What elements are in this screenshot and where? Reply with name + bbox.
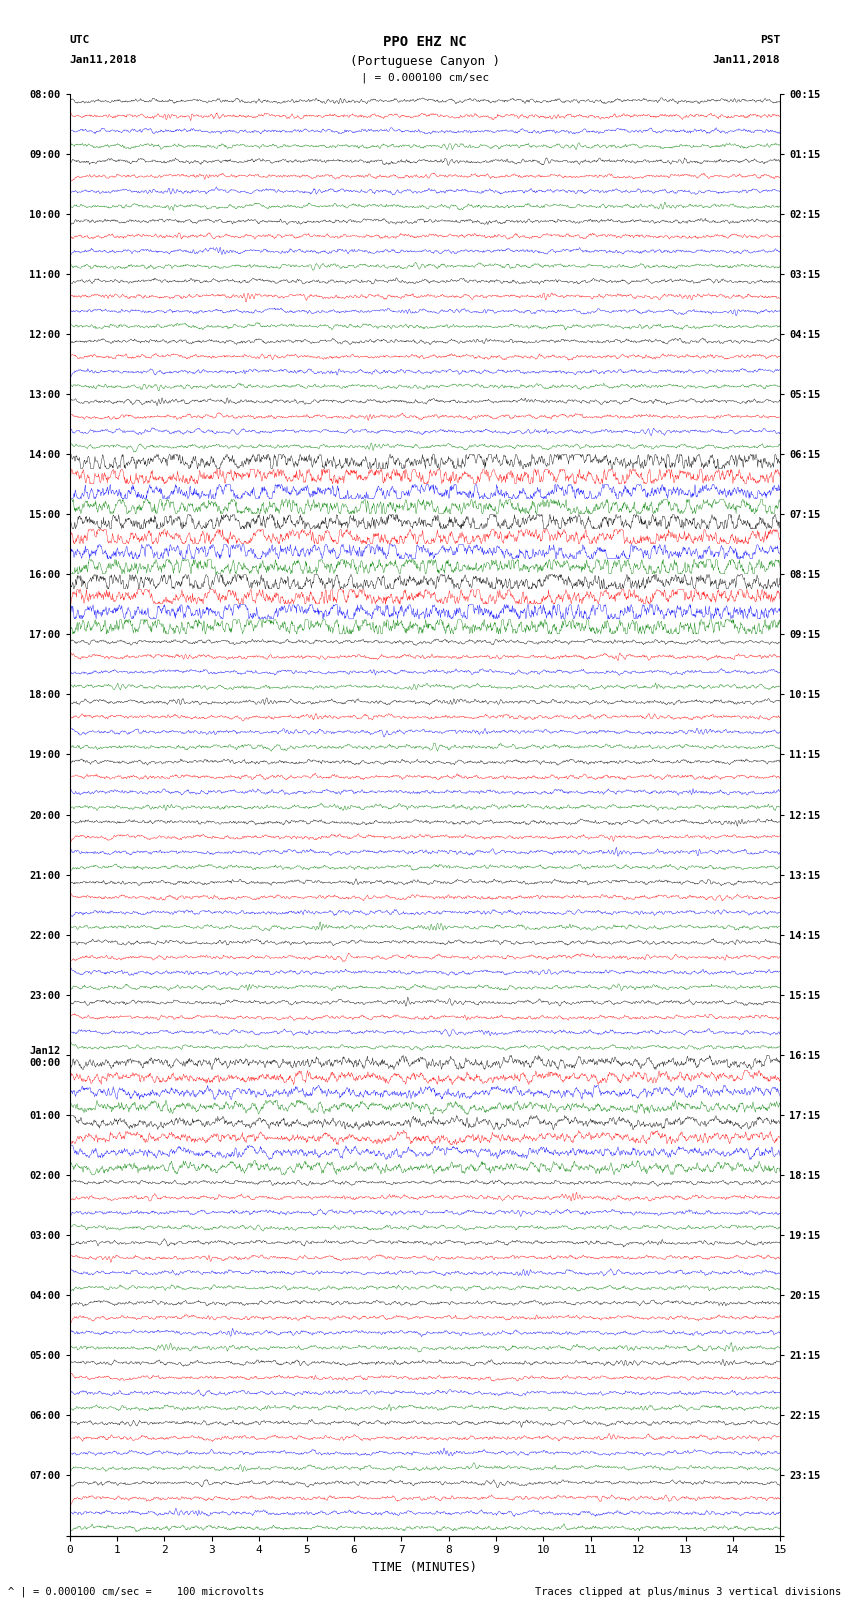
Text: PST: PST [760,35,780,45]
Text: PPO EHZ NC: PPO EHZ NC [383,35,467,50]
X-axis label: TIME (MINUTES): TIME (MINUTES) [372,1561,478,1574]
Text: (Portuguese Canyon ): (Portuguese Canyon ) [350,55,500,68]
Text: | = 0.000100 cm/sec: | = 0.000100 cm/sec [361,73,489,84]
Text: ^ | = 0.000100 cm/sec =    100 microvolts: ^ | = 0.000100 cm/sec = 100 microvolts [8,1586,264,1597]
Text: UTC: UTC [70,35,90,45]
Text: Jan11,2018: Jan11,2018 [70,55,137,65]
Text: Jan11,2018: Jan11,2018 [713,55,780,65]
Text: Traces clipped at plus/minus 3 vertical divisions: Traces clipped at plus/minus 3 vertical … [536,1587,842,1597]
